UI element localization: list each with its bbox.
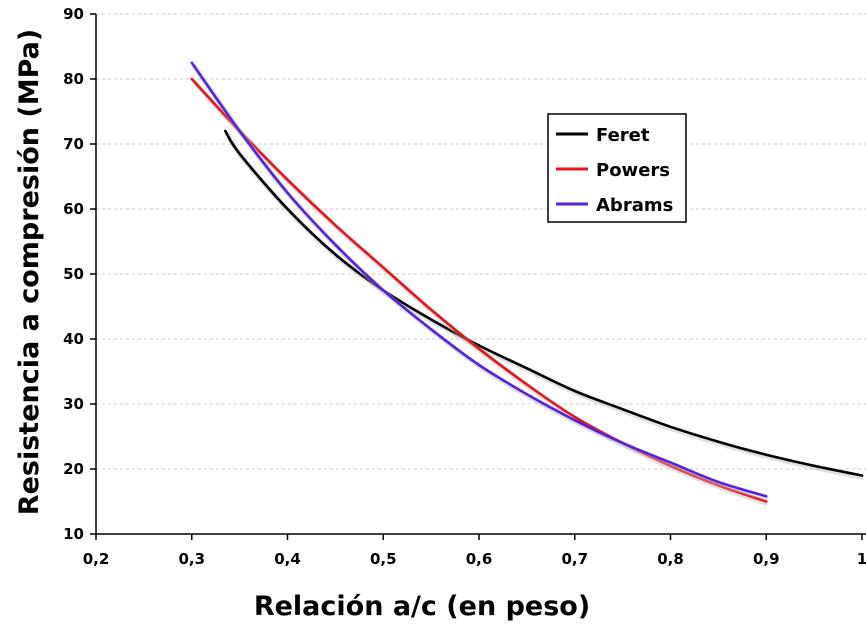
legend-label-abrams: Abrams bbox=[596, 195, 673, 216]
series-line-feret bbox=[224, 129, 864, 477]
x-tick-label: 0,8 bbox=[657, 550, 684, 568]
y-axis-title: Resistencia a compresión (MPa) bbox=[14, 29, 45, 515]
x-tick-label: 1 bbox=[857, 550, 866, 568]
x-tick-label: 0,9 bbox=[753, 550, 780, 568]
y-tick-label: 10 bbox=[63, 525, 84, 543]
legend-label-feret: Feret bbox=[596, 125, 650, 146]
x-tick-label: 0,5 bbox=[370, 550, 397, 568]
x-tick-label: 0,3 bbox=[178, 550, 205, 568]
legend-label-powers: Powers bbox=[596, 160, 670, 181]
series-shadow-feret bbox=[224, 131, 864, 480]
series-line-powers bbox=[190, 77, 768, 503]
grid-lines bbox=[96, 13, 866, 470]
x-tick-label: 0,7 bbox=[561, 550, 588, 568]
x-axis-ticks: 0,2 0,3 0,4 0,5 0,6 0,7 0,8 0,9 1 bbox=[83, 534, 866, 568]
y-tick-label: 30 bbox=[63, 395, 84, 413]
y-tick-label: 20 bbox=[63, 460, 84, 478]
y-tick-label: 90 bbox=[63, 5, 84, 23]
y-axis-ticks: 10 20 30 40 50 60 70 80 90 bbox=[63, 5, 96, 543]
x-tick-label: 0,2 bbox=[83, 550, 110, 568]
x-tick-label: 0,4 bbox=[274, 550, 301, 568]
series-line-abrams bbox=[190, 61, 768, 498]
y-tick-label: 80 bbox=[63, 70, 84, 88]
y-tick-label: 50 bbox=[63, 265, 84, 283]
x-axis-title: Relación a/c (en peso) bbox=[254, 591, 590, 622]
x-tick-label: 0,6 bbox=[466, 550, 493, 568]
y-tick-label: 40 bbox=[63, 330, 84, 348]
series-lines bbox=[190, 61, 864, 506]
y-tick-label: 70 bbox=[63, 135, 84, 153]
legend: Feret Powers Abrams bbox=[547, 113, 687, 223]
y-tick-label: 60 bbox=[63, 200, 84, 218]
